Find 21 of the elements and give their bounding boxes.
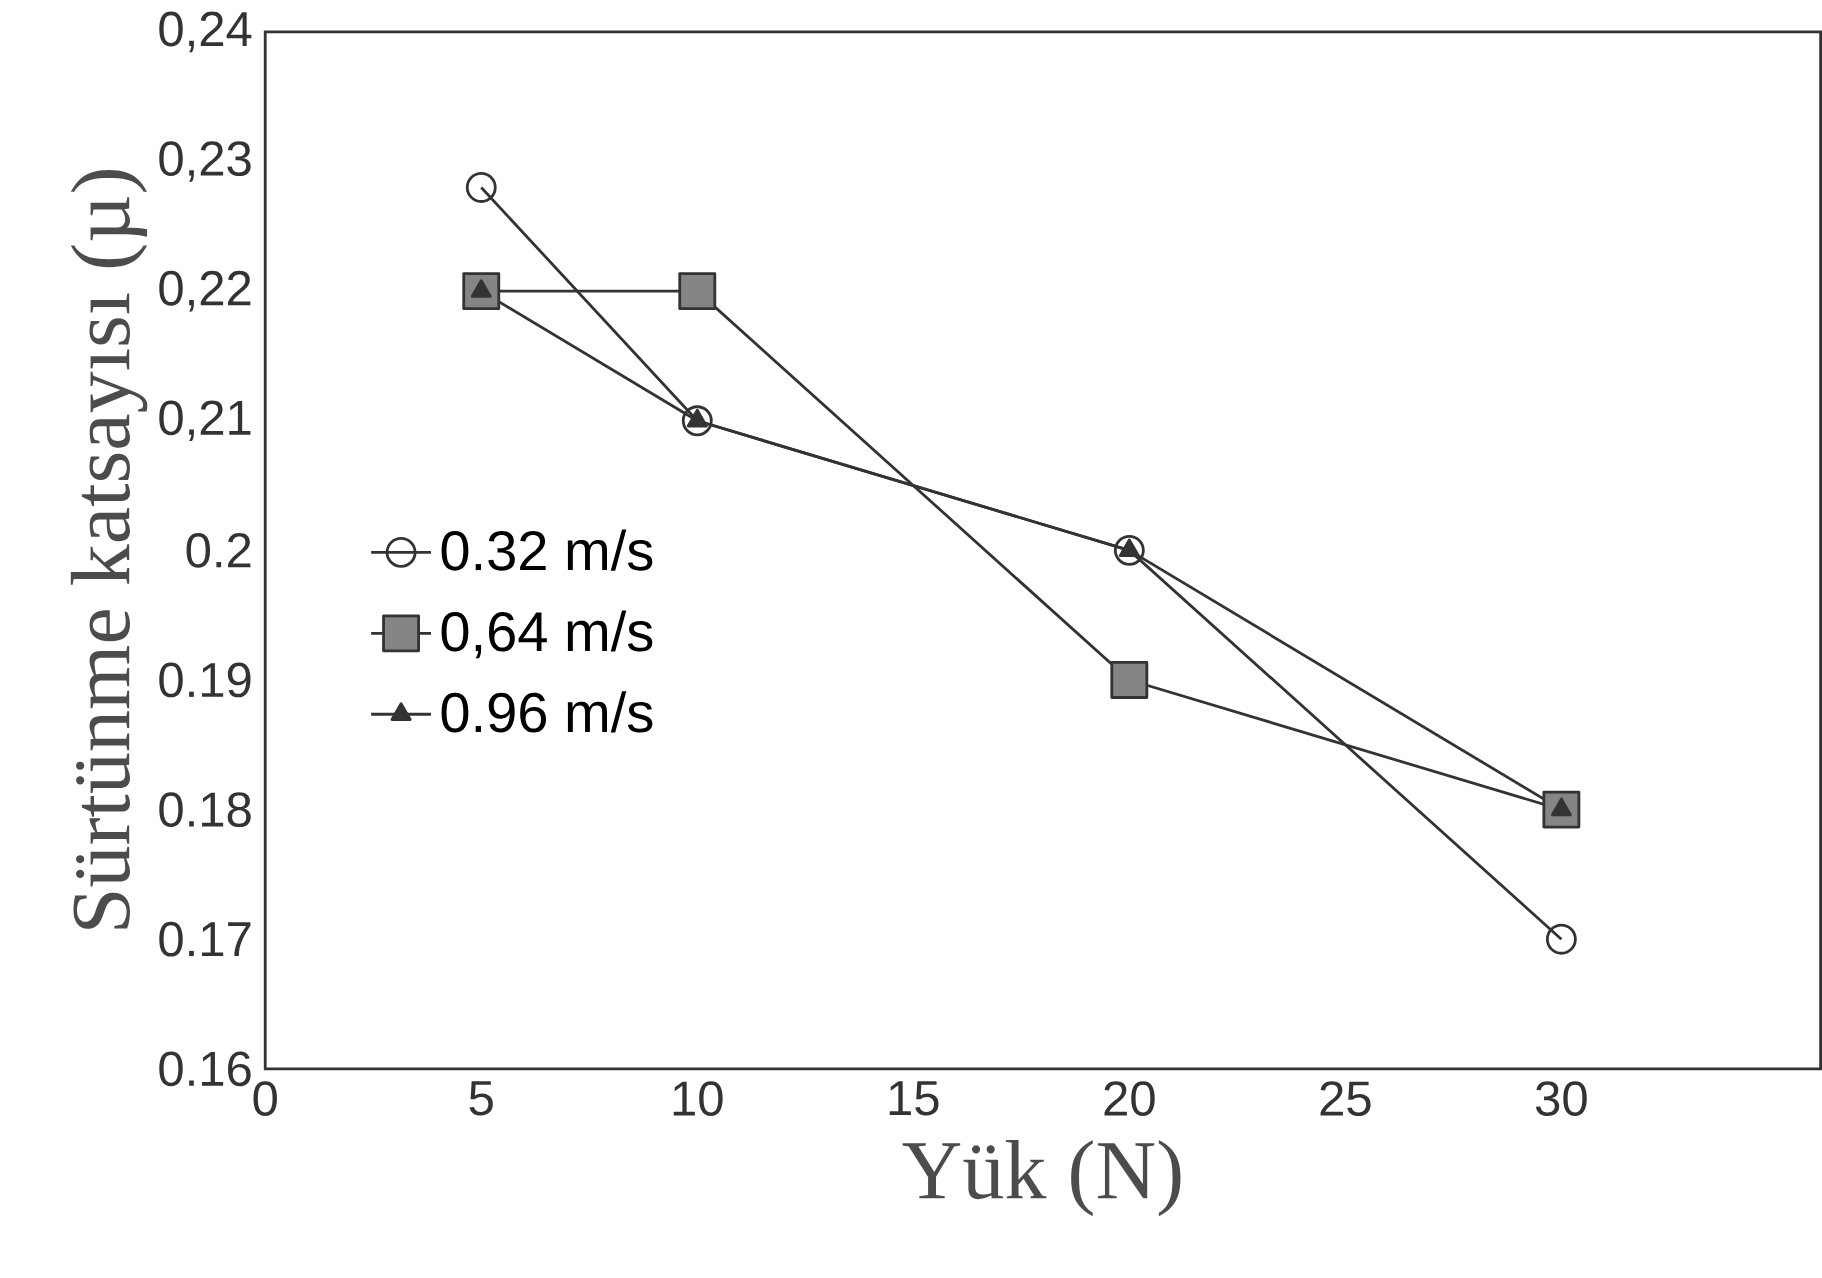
- x-tick-label: 25: [1320, 1081, 1371, 1116]
- y-tick-label: 0,24: [159, 11, 252, 53]
- y-tick-label: 0,23: [159, 141, 251, 182]
- y-tick-label: 0,22: [159, 270, 251, 312]
- x-tick-label: 15: [889, 1081, 939, 1116]
- legend-label: 0,64 m/s: [441, 610, 653, 659]
- legend-label: 0.32 m/s: [441, 529, 653, 571]
- y-tick-label: 0.17: [159, 921, 251, 957]
- y-tick-label: 0.2: [186, 532, 251, 568]
- y-tick-label: 0,21: [159, 400, 251, 441]
- x-tick-label: 20: [1104, 1081, 1155, 1116]
- y-tick-label: 0.16: [159, 1051, 251, 1087]
- x-tick-label: 10: [673, 1081, 723, 1116]
- y-axis-title: Sürtünme katsayısı (µ): [70, 170, 148, 929]
- x-tick-label: 5: [469, 1081, 493, 1116]
- x-tick-label: 30: [1535, 1081, 1587, 1116]
- legend-label: 0.96 m/s: [441, 691, 653, 733]
- x-tick-label: 0: [253, 1081, 277, 1116]
- x-axis-title: Yük (N): [902, 1139, 1181, 1217]
- y-tick-label: 0.19: [159, 662, 251, 698]
- y-tick-label: 0.18: [159, 792, 251, 827]
